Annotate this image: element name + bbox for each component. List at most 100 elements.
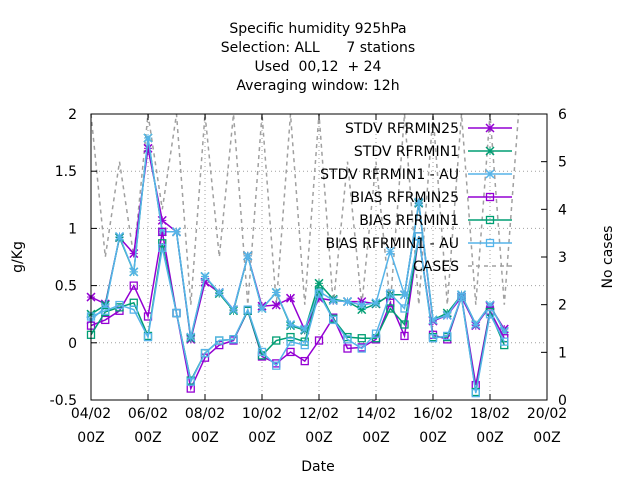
data-point xyxy=(357,334,366,343)
data-point xyxy=(342,297,353,307)
data-point xyxy=(115,300,124,310)
data-point xyxy=(101,306,110,315)
data-point xyxy=(129,305,138,314)
y2-tick-label: 2 xyxy=(558,298,567,314)
data-point xyxy=(314,278,324,288)
legend-entry: BIAS RFRMIN1 xyxy=(359,213,512,229)
series-line xyxy=(90,236,505,394)
data-point xyxy=(271,300,281,310)
data-point xyxy=(443,331,452,341)
legend-entry: STDV RFRMIN25 xyxy=(345,121,512,137)
data-point xyxy=(286,332,295,342)
data-point xyxy=(257,347,267,357)
data-point xyxy=(343,344,352,353)
title-line-1: Specific humidity 925hPa xyxy=(229,21,406,37)
ticks: 04/02 00Z 06/02 00Z 08/02 00Z 10/02 00Z 12/02 00Z… xyxy=(50,107,568,446)
data-point xyxy=(414,232,423,241)
x-tick-label-date: 04/02 xyxy=(71,406,111,422)
legend-label: CASES xyxy=(413,259,459,275)
x-tick-label-date: 20/02 xyxy=(527,406,567,422)
series-line xyxy=(90,113,520,305)
data-point xyxy=(371,298,381,308)
data-point xyxy=(129,267,139,277)
data-point xyxy=(215,336,224,345)
x-tick-label-hour: 00Z xyxy=(134,430,161,446)
data-point xyxy=(328,295,338,306)
x-tick-label-hour: 00Z xyxy=(476,430,503,446)
legend-entry: CASES xyxy=(413,259,512,275)
series-line xyxy=(90,231,505,392)
data-point xyxy=(314,289,324,298)
data-point xyxy=(357,344,366,353)
x-tick-label-date: 18/02 xyxy=(470,406,510,422)
legend-entry: STDV RFRMIN1 - AU xyxy=(320,167,512,183)
legend-label: BIAS RFRMIN1 - AU xyxy=(325,236,459,252)
y-axis-label: g/Kg xyxy=(10,241,26,273)
data-point xyxy=(428,334,438,343)
data-point xyxy=(101,315,110,325)
data-point xyxy=(386,304,395,313)
series-line xyxy=(90,137,505,338)
data-point xyxy=(471,388,480,398)
data-point xyxy=(272,336,281,345)
y-tick-label: -0.5 xyxy=(50,393,77,409)
x-tick-label-hour: 00Z xyxy=(533,430,560,446)
data-point xyxy=(471,319,481,330)
series-cases xyxy=(90,113,520,305)
data-point xyxy=(400,320,409,329)
x-tick-label-hour: 00Z xyxy=(419,430,446,446)
data-point xyxy=(186,332,196,342)
data-point xyxy=(229,335,238,344)
y-tick-label: 0 xyxy=(68,336,77,352)
data-point xyxy=(414,197,424,207)
legend-entry: BIAS RFRMIN1 - AU xyxy=(325,236,512,252)
data-point xyxy=(286,337,295,346)
data-point xyxy=(314,336,324,345)
x-tick-label-hour: 00Z xyxy=(77,430,104,446)
x-tick-label-date: 14/02 xyxy=(356,406,396,422)
title-line-3: Used 00,12 + 24 xyxy=(255,59,382,75)
data-point xyxy=(200,348,210,358)
data-point xyxy=(385,246,395,256)
x-tick-label-hour: 00Z xyxy=(191,430,218,446)
y-tick-label: 1 xyxy=(68,221,77,237)
chart-title: Specific humidity 925hPa Selection: ALL … xyxy=(221,21,415,94)
data-point xyxy=(158,227,167,236)
data-point xyxy=(271,287,281,297)
data-point xyxy=(300,356,309,366)
legend-label: STDV RFRMIN1 - AU xyxy=(320,167,459,183)
x-tick-label-hour: 00Z xyxy=(305,430,332,446)
data-point xyxy=(186,377,195,386)
data-point xyxy=(285,293,296,303)
legend-label: BIAS RFRMIN1 xyxy=(359,213,459,229)
data-point xyxy=(215,340,224,350)
legend-label: STDV RFRMIN1 xyxy=(354,144,459,160)
data-point xyxy=(158,239,167,248)
data-point xyxy=(272,361,281,370)
y2-axis-label: No cases xyxy=(600,226,616,289)
legend-entry: BIAS RFRMIN25 xyxy=(350,190,512,206)
x-tick-label-hour: 00Z xyxy=(362,430,389,446)
legend-marker xyxy=(485,215,495,225)
data-point xyxy=(114,231,125,241)
data-point xyxy=(143,332,153,342)
legend-label: STDV RFRMIN25 xyxy=(345,121,459,137)
data-point xyxy=(214,287,224,297)
data-point xyxy=(400,304,409,313)
x-axis-label: Date xyxy=(301,459,334,475)
data-point xyxy=(329,315,338,325)
x-tick-label-date: 12/02 xyxy=(299,406,339,422)
grid xyxy=(91,114,547,400)
data-point xyxy=(400,331,409,341)
data-point xyxy=(143,143,153,153)
y2-tick-label: 6 xyxy=(558,107,567,123)
data-point xyxy=(456,290,467,300)
data-point xyxy=(228,305,239,315)
legend-marker xyxy=(485,238,495,248)
y2-tick-label: 1 xyxy=(558,345,567,361)
legend-marker xyxy=(485,146,495,156)
legend-marker xyxy=(485,169,495,179)
data-point xyxy=(457,292,466,302)
y2-tick-label: 5 xyxy=(558,155,567,171)
